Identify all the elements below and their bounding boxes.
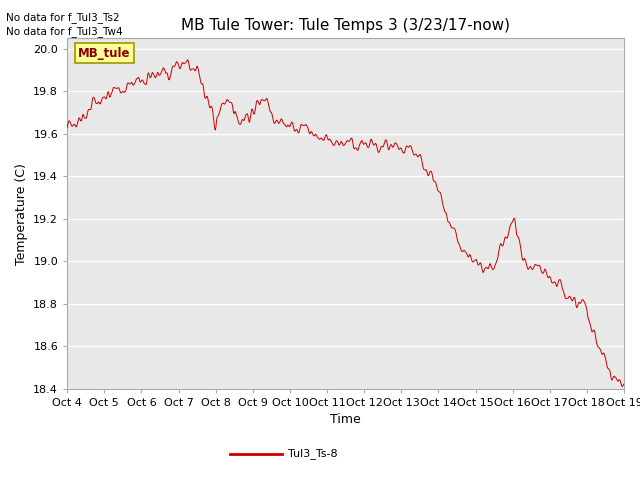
Y-axis label: Temperature (C): Temperature (C) [15,163,28,264]
Text: No data for f_Tul3_Ts2: No data for f_Tul3_Ts2 [6,12,120,23]
Text: MB_tule: MB_tule [78,47,131,60]
Title: MB Tule Tower: Tule Temps 3 (3/23/17-now): MB Tule Tower: Tule Temps 3 (3/23/17-now… [181,18,510,33]
X-axis label: Time: Time [330,413,361,426]
Text: Tul3_Ts-8: Tul3_Ts-8 [288,448,338,459]
Text: No data for f_Tul3_Tw4: No data for f_Tul3_Tw4 [6,26,123,37]
